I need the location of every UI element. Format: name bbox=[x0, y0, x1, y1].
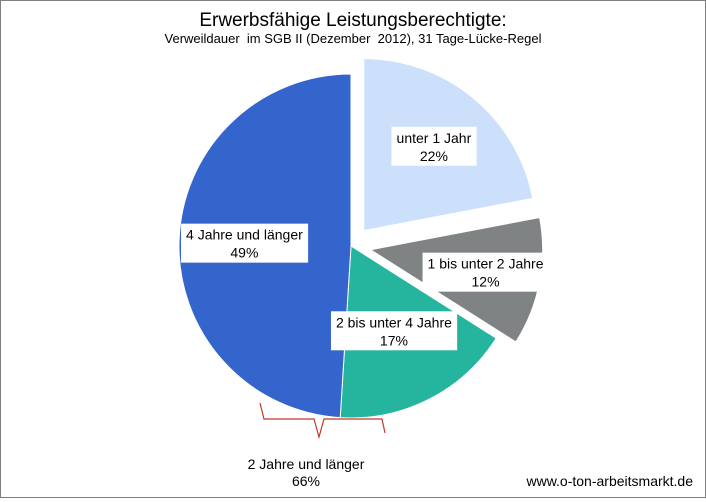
slice-category-label: 2 bis unter 4 Jahre bbox=[336, 314, 452, 330]
slice-category-label: 1 bis unter 2 Jahre bbox=[428, 256, 544, 272]
slice-value-label: 17% bbox=[380, 332, 408, 348]
slice-label-2-bis-unter-4-jahre: 2 bis unter 4 Jahre 17% bbox=[330, 311, 458, 351]
source-label: www.o-ton-arbeitsmarkt.de bbox=[525, 473, 693, 489]
slice-label-background bbox=[181, 223, 309, 263]
chart-subtitle: Verweildauer im SGB II (Dezember 2012), … bbox=[165, 31, 542, 46]
slice-label-1-bis-unter-2-jahre: 1 bis unter 2 Jahre 12% bbox=[422, 252, 549, 292]
slice-value-label: 22% bbox=[420, 148, 448, 164]
slice-label-unter-1-jahr: unter 1 Jahr 22% bbox=[391, 126, 477, 166]
group-value: 66% bbox=[292, 473, 320, 489]
slice-value-label: 49% bbox=[230, 245, 258, 261]
slice-category-label: 4 Jahre und länger bbox=[186, 227, 303, 243]
slice-label-background bbox=[422, 252, 549, 292]
pie-labels: unter 1 Jahr 22% 1 bis unter 2 Jahre 12% 2 b… bbox=[181, 126, 549, 351]
slice-category-label: unter 1 Jahr bbox=[397, 130, 472, 146]
slice-value-label: 12% bbox=[472, 274, 500, 290]
group-bracket bbox=[259, 402, 386, 440]
slice-label-background bbox=[391, 126, 477, 166]
group-annotation: 2 Jahre und länger 66% bbox=[248, 402, 386, 489]
chart-title: Erwerbsfähige Leistungsberechtigte: bbox=[199, 10, 506, 31]
slice-label-4-jahre-und-laenger: 4 Jahre und länger 49% bbox=[181, 223, 309, 263]
slice-label-background bbox=[330, 311, 458, 351]
group-label: 2 Jahre und länger bbox=[248, 456, 365, 472]
